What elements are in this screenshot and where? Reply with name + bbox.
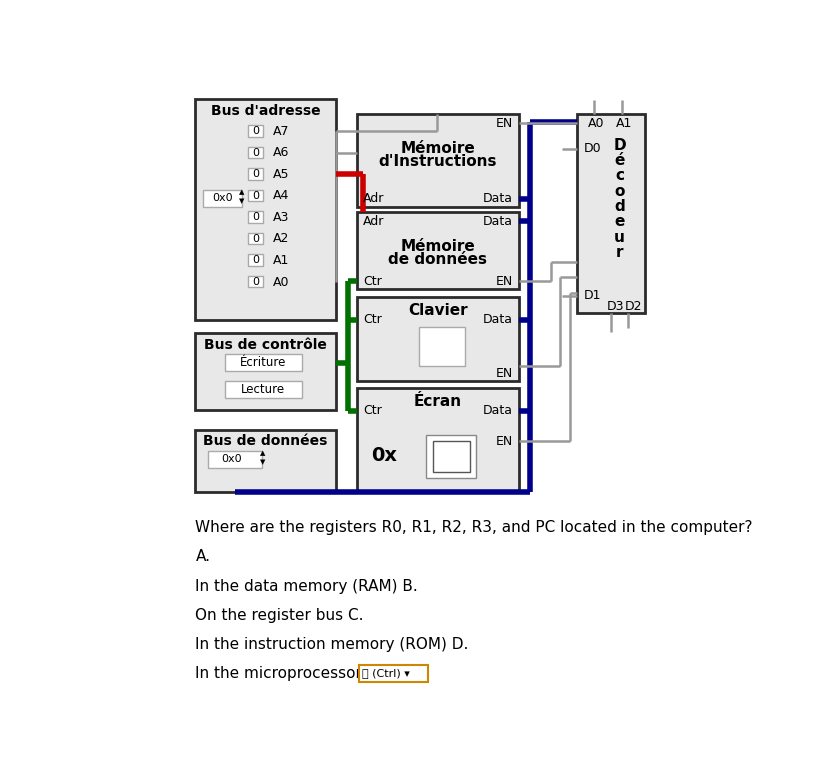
Text: A1: A1 — [615, 117, 631, 130]
Bar — [224, 354, 301, 371]
Text: 0: 0 — [251, 147, 259, 157]
Text: Ctr: Ctr — [363, 275, 382, 288]
Text: Adr: Adr — [363, 192, 384, 205]
Text: A5: A5 — [273, 168, 289, 181]
Text: Bus de données: Bus de données — [203, 434, 328, 448]
Text: A0: A0 — [587, 117, 604, 130]
Text: On the register bus C.: On the register bus C. — [195, 608, 364, 623]
Text: A0: A0 — [273, 276, 289, 289]
Text: D: D — [613, 137, 625, 153]
Bar — [356, 296, 518, 381]
Text: Lecture: Lecture — [241, 383, 285, 395]
Bar — [426, 435, 476, 478]
Bar — [247, 233, 263, 244]
Text: 0: 0 — [251, 256, 259, 266]
Text: Ctr: Ctr — [363, 405, 382, 417]
Bar — [356, 388, 518, 492]
Bar — [247, 125, 263, 137]
Text: d: d — [613, 199, 624, 214]
Bar — [247, 276, 263, 287]
Bar — [224, 381, 301, 398]
Text: D0: D0 — [583, 142, 600, 155]
Text: In the data memory (RAM) B.: In the data memory (RAM) B. — [195, 578, 418, 594]
Text: 📋 (Ctrl) ▾: 📋 (Ctrl) ▾ — [362, 669, 410, 679]
Bar — [577, 114, 645, 313]
Bar — [358, 665, 428, 682]
Text: 0: 0 — [251, 169, 259, 179]
Text: Mémoire: Mémoire — [400, 141, 475, 157]
Text: o: o — [613, 184, 624, 198]
Bar — [208, 451, 262, 468]
Text: Écran: Écran — [414, 394, 461, 409]
Text: r: r — [615, 245, 622, 260]
Text: d'Instructions: d'Instructions — [378, 154, 496, 169]
Text: EN: EN — [495, 117, 512, 130]
Text: 0x: 0x — [371, 445, 396, 465]
Text: ▲: ▲ — [238, 189, 244, 195]
Text: ▲: ▲ — [260, 450, 265, 456]
Bar — [195, 99, 335, 320]
Text: A.: A. — [195, 549, 210, 564]
Bar — [432, 442, 469, 472]
Text: A7: A7 — [273, 124, 289, 137]
Text: 0x0: 0x0 — [212, 193, 233, 203]
Text: u: u — [613, 230, 624, 245]
Text: Ctr: Ctr — [363, 313, 382, 327]
Bar — [356, 212, 518, 289]
Text: In the microprocessor": In the microprocessor" — [195, 666, 369, 682]
Text: 0: 0 — [251, 191, 259, 201]
Text: Bus de contrôle: Bus de contrôle — [204, 338, 327, 352]
Bar — [247, 168, 263, 180]
Text: EN: EN — [495, 367, 512, 380]
Text: 0x0: 0x0 — [221, 454, 242, 464]
Text: A4: A4 — [273, 189, 289, 202]
Text: ▼: ▼ — [260, 459, 265, 466]
Text: A3: A3 — [273, 211, 289, 224]
Text: EN: EN — [495, 275, 512, 288]
Text: D3: D3 — [606, 300, 623, 313]
Bar — [195, 333, 335, 410]
Bar — [247, 190, 263, 201]
Text: In the instruction memory (ROM) D.: In the instruction memory (ROM) D. — [195, 637, 468, 652]
Text: A1: A1 — [273, 254, 289, 267]
Text: 0: 0 — [251, 126, 259, 136]
Text: 0: 0 — [251, 234, 259, 244]
Text: EN: EN — [495, 435, 512, 448]
Bar — [247, 212, 263, 223]
Text: D2: D2 — [624, 300, 642, 313]
Text: Data: Data — [482, 405, 512, 417]
Bar — [247, 254, 263, 266]
Bar — [203, 190, 242, 207]
Text: Clavier: Clavier — [408, 303, 467, 318]
Bar — [247, 147, 263, 158]
Text: Adr: Adr — [363, 215, 384, 228]
Text: Data: Data — [482, 192, 512, 205]
Text: de données: de données — [388, 252, 486, 267]
Text: e: e — [613, 215, 624, 229]
Text: é: é — [613, 153, 624, 168]
Bar — [419, 327, 464, 366]
Bar — [356, 114, 518, 207]
Text: Data: Data — [482, 215, 512, 228]
Text: 0: 0 — [251, 212, 259, 222]
Text: D1: D1 — [583, 290, 600, 303]
Text: Écriture: Écriture — [240, 357, 286, 370]
Text: ▼: ▼ — [238, 198, 244, 205]
Bar — [195, 430, 335, 492]
Text: c: c — [614, 168, 623, 183]
Text: Mémoire: Mémoire — [400, 239, 475, 254]
Text: 0: 0 — [251, 277, 259, 287]
Text: Bus d'adresse: Bus d'adresse — [210, 104, 320, 118]
Text: Where are the registers R0, R1, R2, R3, and PC located in the computer?: Where are the registers R0, R1, R2, R3, … — [195, 520, 752, 535]
Text: Data: Data — [482, 313, 512, 327]
Text: A6: A6 — [273, 146, 289, 159]
Text: A2: A2 — [273, 232, 289, 245]
